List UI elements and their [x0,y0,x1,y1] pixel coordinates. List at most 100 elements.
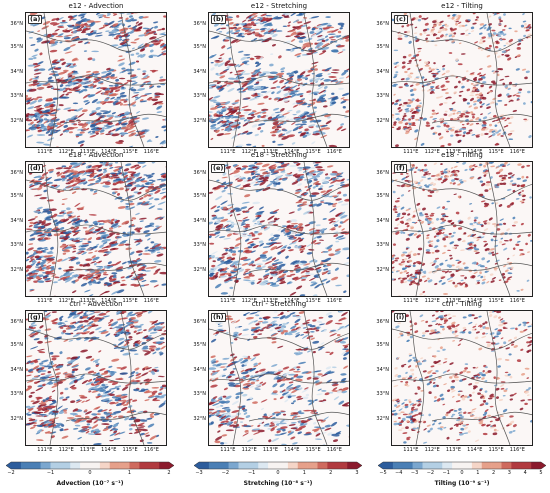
vorticity-cell [479,101,483,104]
vorticity-cell [68,339,73,342]
vorticity-cell [460,115,464,118]
vorticity-cell [528,135,532,139]
vorticity-cell [78,84,82,88]
vorticity-cell [36,124,41,127]
vorticity-cell [219,70,228,75]
vorticity-cell [36,120,41,123]
vorticity-cell [157,208,163,210]
vorticity-cell [95,179,102,183]
vorticity-cell [435,67,438,70]
vorticity-cell [311,27,316,31]
vorticity-cell [92,70,100,74]
vorticity-cell [469,123,474,126]
vorticity-cell [46,199,54,202]
vorticity-cell [270,233,274,236]
vorticity-cell [490,165,495,168]
vorticity-cell [28,224,33,228]
vorticity-cell [326,165,334,168]
vorticity-field [26,13,166,147]
vorticity-cell [504,162,507,164]
vorticity-cell [515,243,520,247]
vorticity-cell [78,248,86,251]
vorticity-cell [123,174,129,179]
vorticity-cell [463,131,467,134]
vorticity-cell [482,73,486,77]
vorticity-cell [337,30,342,34]
vorticity-cell [424,171,430,174]
vorticity-cell [99,162,104,164]
vorticity-cell [97,14,104,17]
vorticity-cell [26,251,29,255]
vorticity-cell [213,112,217,116]
panel-g: ctrl - Advection (g) 36°N 35°N 34°N 33°N 32°N 1… [10,300,167,453]
vorticity-cell [484,132,489,135]
panel-title: e18 - Tilting [441,151,483,159]
vorticity-cell [407,213,411,216]
vorticity-cell [488,217,493,221]
vorticity-cell [294,52,302,57]
vorticity-cell [210,61,214,64]
vorticity-cell [225,82,234,85]
vorticity-cell [413,110,417,113]
vorticity-cell [414,221,418,224]
vorticity-cell [86,127,90,131]
vorticity-cell [209,276,215,280]
vorticity-cell [420,220,424,224]
vorticity-cell [404,258,408,261]
vorticity-cell [523,118,528,121]
vorticity-cell [263,13,269,14]
vorticity-cell [216,185,220,189]
vorticity-cell [84,324,93,327]
vorticity-cell [59,227,65,230]
vorticity-cell [316,269,323,272]
vorticity-cell [46,265,52,268]
vorticity-cell [320,134,328,138]
vorticity-cell [438,229,442,232]
vorticity-cell [309,230,317,234]
vorticity-cell [142,72,146,75]
vorticity-cell [316,96,324,102]
vorticity-cell [440,176,443,179]
vorticity-cell [418,279,423,282]
vorticity-cell [108,276,112,280]
vorticity-cell [295,190,303,192]
vorticity-cell [457,111,461,114]
vorticity-cell [67,220,73,225]
vorticity-cell [419,179,424,183]
vorticity-cell [301,120,307,124]
vorticity-cell [409,109,414,113]
vorticity-cell [42,210,51,213]
vorticity-cell [512,254,516,257]
vorticity-cell [530,100,532,104]
vorticity-field [209,162,349,296]
vorticity-cell [64,278,73,283]
vorticity-cell [262,259,267,262]
vorticity-cell [404,84,409,87]
vorticity-cell [288,211,295,214]
vorticity-cell [134,38,140,41]
vorticity-cell [116,233,120,236]
vorticity-cell [471,233,477,237]
vorticity-cell [335,183,341,186]
vorticity-cell [102,14,107,17]
vorticity-cell [216,133,225,137]
vorticity-cell [247,177,251,180]
vorticity-cell [84,230,90,234]
vorticity-cell [33,280,38,283]
vorticity-cell [131,231,135,234]
vorticity-cell [66,272,75,275]
vorticity-cell [504,75,510,78]
vorticity-cell [286,224,295,229]
vorticity-cell [136,131,144,137]
vorticity-cell [243,279,252,282]
vorticity-cell [214,209,220,213]
vorticity-cell [147,185,154,189]
vorticity-cell [427,252,431,254]
vorticity-cell [395,270,399,273]
vorticity-cell [398,86,403,89]
lat-tick-label: 35°N [193,193,206,200]
vorticity-cell [141,201,150,206]
vorticity-cell [105,245,112,249]
vorticity-cell [506,228,510,232]
vorticity-cell [477,274,481,277]
